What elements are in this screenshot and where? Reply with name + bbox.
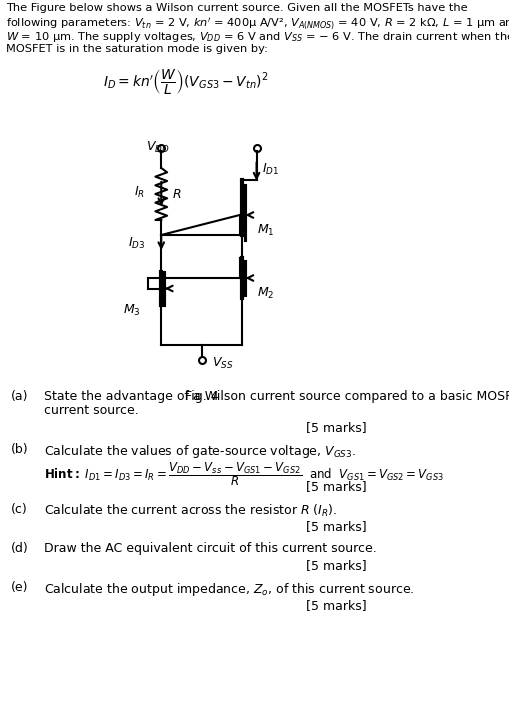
Text: $W$ = 10 μm. The supply voltages, $V_{DD}$ = 6 V and $V_{SS}$ = − 6 V. The drain: $W$ = 10 μm. The supply voltages, $V_{DD…	[6, 30, 509, 44]
Text: $M_2$: $M_2$	[257, 285, 274, 301]
Text: $I_{D3}$: $I_{D3}$	[128, 236, 145, 250]
Text: Calculate the values of gate-source voltage, $V_{GS3}$.: Calculate the values of gate-source volt…	[44, 443, 356, 460]
Text: $V_{SS}$: $V_{SS}$	[212, 355, 233, 371]
Text: The Figure below shows a Wilson current source. Given all the MOSFETs have the: The Figure below shows a Wilson current …	[6, 3, 467, 13]
Text: [5 marks]: [5 marks]	[306, 520, 366, 533]
Text: current source.: current source.	[44, 404, 139, 416]
Text: State the advantage of a Wilson current source compared to a basic MOSFET: State the advantage of a Wilson current …	[44, 390, 509, 403]
Text: $R$: $R$	[172, 187, 181, 200]
Text: [5 marks]: [5 marks]	[306, 480, 366, 494]
Text: $V_{DD}$: $V_{DD}$	[146, 140, 169, 155]
Text: (d): (d)	[11, 542, 29, 555]
Text: [5 marks]: [5 marks]	[306, 421, 366, 434]
Text: following parameters: $V_{tn}$ = 2 V, $kn'$ = 400μ A/V², $V_{A(NMOS)}$ = 40 V, $: following parameters: $V_{tn}$ = 2 V, $k…	[6, 17, 509, 32]
Text: $M_3$: $M_3$	[123, 302, 140, 318]
Text: (b): (b)	[11, 443, 29, 456]
Text: Calculate the output impedance, $Z_o$, of this current source.: Calculate the output impedance, $Z_o$, o…	[44, 582, 414, 599]
Text: $M_1$: $M_1$	[257, 222, 274, 238]
Text: $I_R$: $I_R$	[134, 184, 145, 200]
Text: [5 marks]: [5 marks]	[306, 599, 366, 612]
Text: $I_D = kn'\left(\dfrac{W}{L}\right)(V_{GS3} - V_{tn})^2$: $I_D = kn'\left(\dfrac{W}{L}\right)(V_{G…	[103, 67, 269, 96]
Text: [5 marks]: [5 marks]	[306, 559, 366, 573]
Text: MOSFET is in the saturation mode is given by:: MOSFET is in the saturation mode is give…	[6, 43, 268, 53]
Text: (a): (a)	[11, 390, 29, 403]
Text: Fig. 4: Fig. 4	[185, 390, 218, 403]
Text: Calculate the current across the resistor $R$ ($I_R$).: Calculate the current across the resisto…	[44, 503, 337, 519]
Text: (e): (e)	[11, 582, 29, 594]
Text: (c): (c)	[11, 503, 28, 515]
Text: $I_{D1}$: $I_{D1}$	[263, 162, 279, 177]
Text: Draw the AC equivalent circuit of this current source.: Draw the AC equivalent circuit of this c…	[44, 542, 377, 555]
Text: $\mathbf{Hint:}$ $I_{D1} = I_{D3} = I_R = \dfrac{V_{DD}-V_{ss}-V_{GS1}-V_{GS2}}{: $\mathbf{Hint:}$ $I_{D1} = I_{D3} = I_R …	[44, 461, 444, 489]
